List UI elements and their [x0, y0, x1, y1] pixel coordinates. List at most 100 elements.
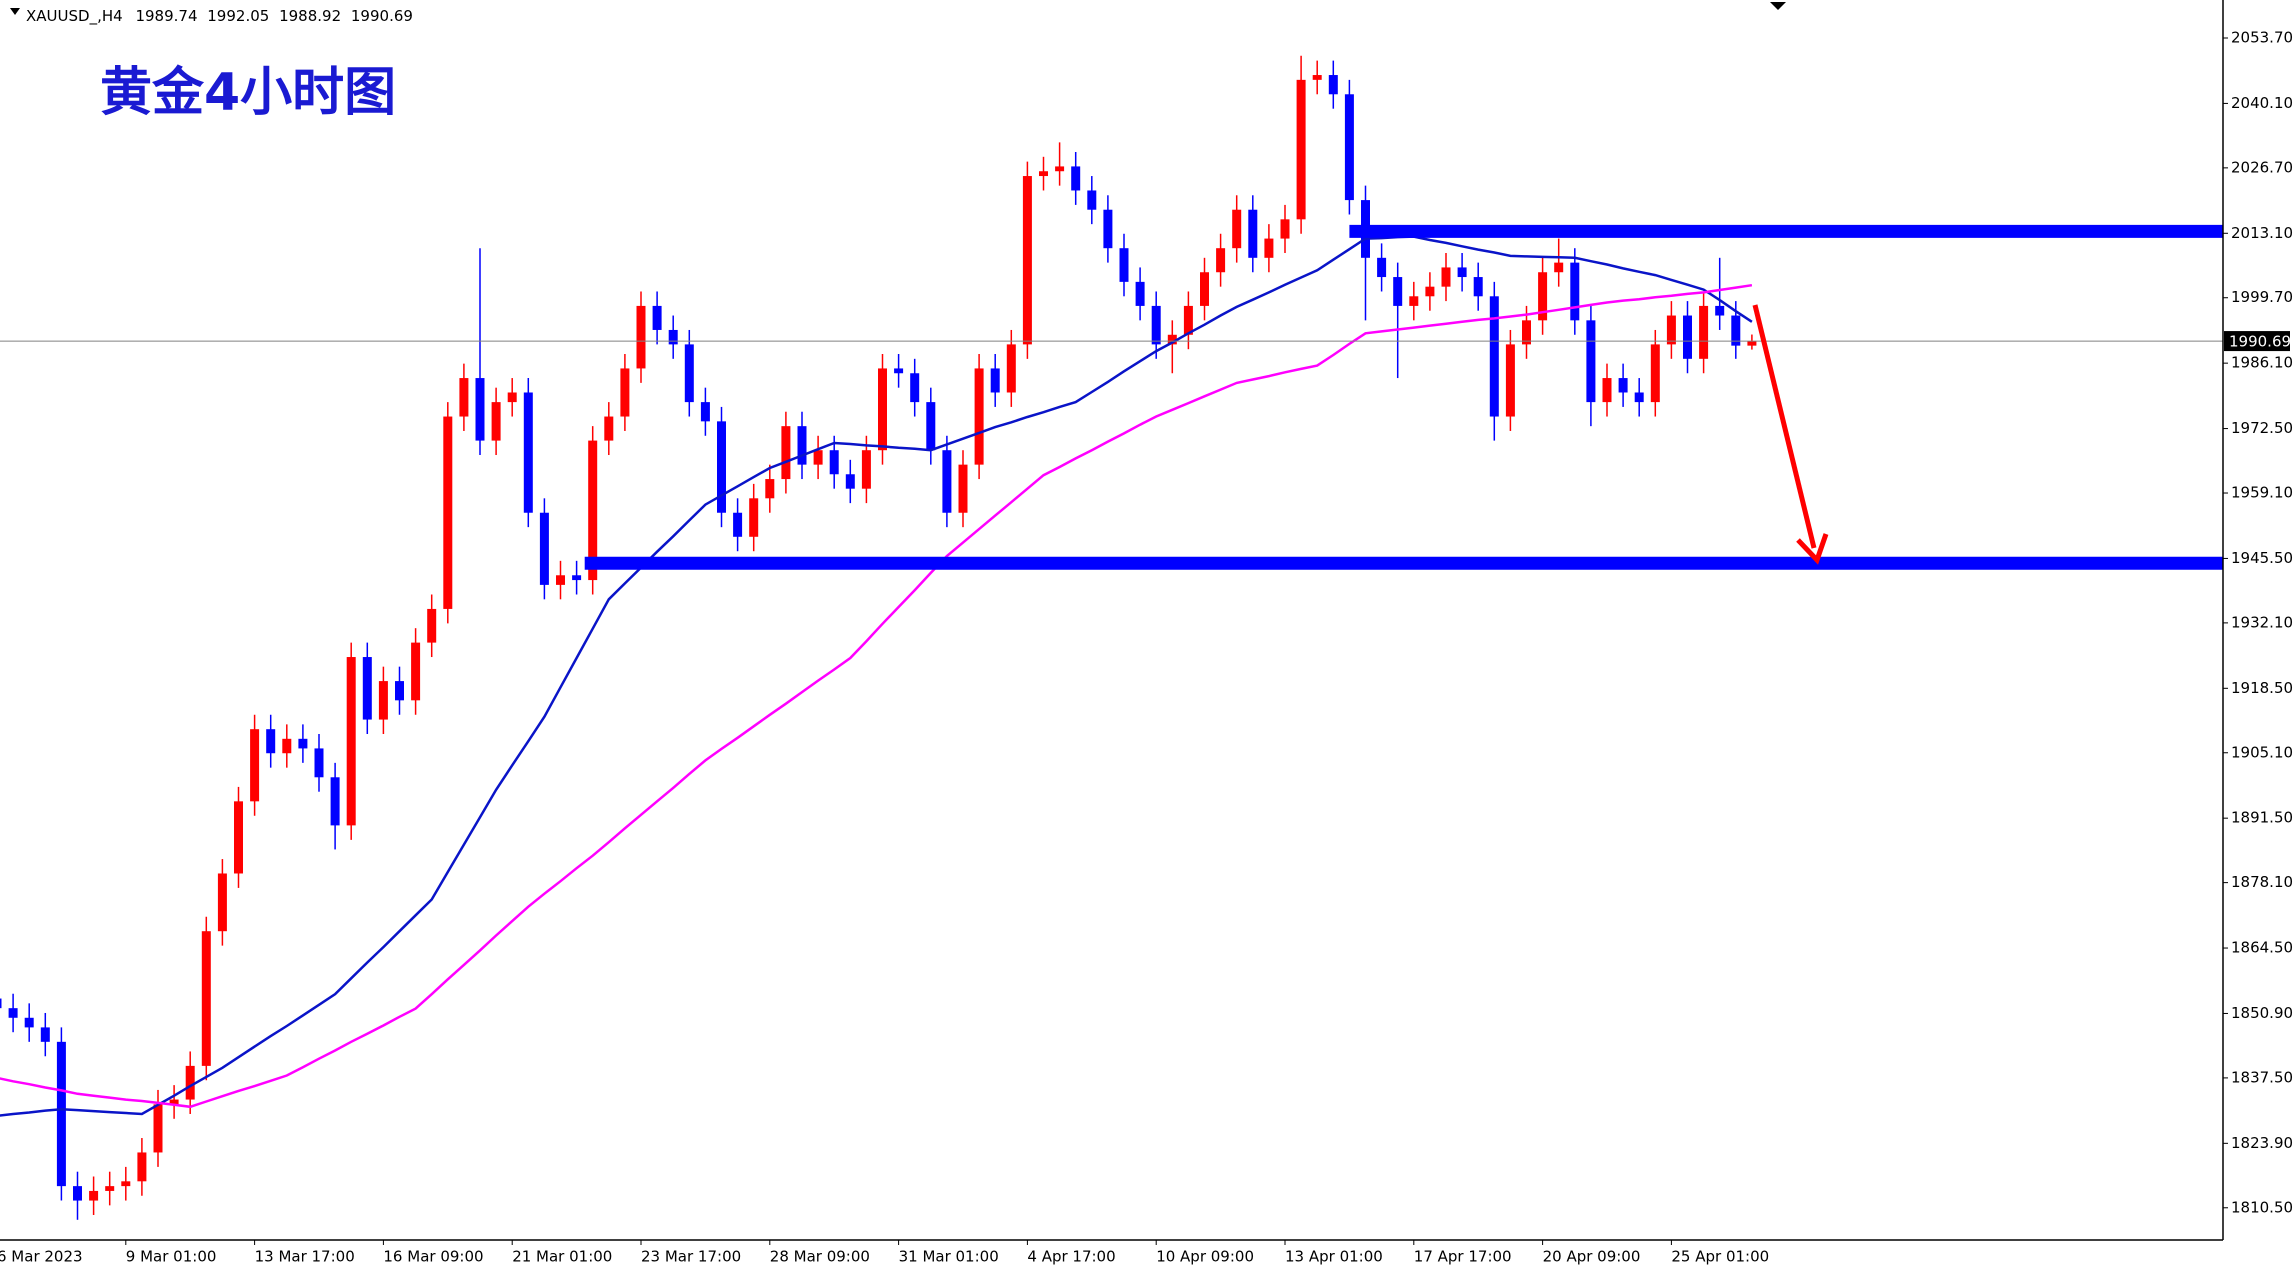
- candle-body: [1393, 277, 1403, 306]
- x-tick-label: 23 Mar 17:00: [641, 1248, 741, 1266]
- candle-body: [1618, 378, 1628, 393]
- candle-body: [1409, 296, 1419, 306]
- forecast-arrow-head: [1796, 533, 1829, 565]
- candle-body: [362, 657, 372, 720]
- candle-body: [314, 748, 324, 778]
- candle-body: [861, 450, 871, 489]
- candle-body: [1489, 296, 1499, 417]
- forecast-arrow: [1752, 304, 1817, 549]
- candle-body: [1071, 166, 1081, 191]
- symbol: XAUUSD_,H4: [26, 7, 123, 26]
- candle-body: [1344, 94, 1354, 201]
- candle-body: [266, 729, 276, 754]
- y-tick-label: 2040.10: [2231, 94, 2293, 112]
- candle-body: [24, 1017, 34, 1028]
- candle-body: [829, 450, 839, 475]
- x-tick-label: 17 Apr 17:00: [1414, 1248, 1512, 1266]
- candle-body: [443, 416, 453, 609]
- candle-body: [507, 392, 517, 403]
- x-tick-label: 4 Apr 17:00: [1027, 1248, 1115, 1266]
- x-tick-label: 6 Mar 2023: [0, 1248, 83, 1266]
- candle-body: [1522, 320, 1531, 345]
- candle-body: [217, 873, 227, 932]
- candle-body: [990, 368, 1000, 393]
- y-tick-label: 1918.50: [2231, 679, 2293, 697]
- candle-body: [1006, 344, 1016, 393]
- candle-body: [572, 575, 582, 581]
- moving-average: [0, 235, 1753, 1117]
- candle-body: [749, 498, 759, 537]
- y-tick-label: 1850.90: [2231, 1004, 2293, 1022]
- candle-body: [1538, 272, 1548, 321]
- moving-average: [0, 283, 1753, 1109]
- candle-body: [974, 368, 984, 465]
- candle-body: [1683, 315, 1692, 359]
- candle-body: [942, 450, 952, 513]
- candle-body: [1554, 262, 1564, 273]
- candle-body: [1264, 238, 1274, 258]
- y-tick-label: 1823.90: [2231, 1134, 2293, 1152]
- candle-body: [733, 512, 743, 537]
- candle-body: [845, 474, 855, 489]
- candle-body: [395, 681, 404, 701]
- candle-body: [1715, 305, 1725, 316]
- candle-body: [620, 368, 630, 417]
- candle-body: [958, 464, 968, 513]
- candle-body: [1505, 344, 1515, 417]
- last-low: 1988.92: [279, 7, 341, 25]
- candle-body: [1119, 248, 1129, 282]
- candle-body: [910, 373, 920, 403]
- chart-header: XAUUSD_,H4 1989.74 1992.05 1988.92 1990.…: [26, 7, 413, 26]
- candle-body: [475, 378, 485, 441]
- x-tick-label: 13 Mar 17:00: [255, 1248, 355, 1266]
- candle-body: [1602, 378, 1612, 403]
- candle-body: [1377, 257, 1387, 278]
- candle-body: [1280, 219, 1290, 239]
- candle-body: [1634, 392, 1644, 403]
- candle-body: [717, 421, 726, 513]
- x-tick-label: 20 Apr 09:00: [1543, 1248, 1641, 1266]
- candle-body: [878, 368, 887, 451]
- candle-body: [40, 1027, 50, 1042]
- candle-body: [636, 305, 646, 369]
- y-tick-label: 2053.70: [2231, 28, 2293, 46]
- candle-body: [894, 368, 904, 374]
- y-tick-label: 1932.10: [2231, 613, 2293, 631]
- candle-body: [700, 402, 710, 422]
- shift-marker: [1770, 2, 1786, 10]
- candle-body: [1200, 272, 1209, 306]
- y-tick-label: 2013.10: [2231, 224, 2293, 242]
- candle-body: [813, 450, 823, 465]
- candle-body: [346, 657, 356, 826]
- x-tick-label: 25 Apr 01:00: [1671, 1248, 1769, 1266]
- y-tick-label: 1905.10: [2231, 743, 2293, 761]
- current-price-box: [2224, 331, 2290, 352]
- candle-body: [1312, 75, 1322, 80]
- candle-body: [765, 479, 775, 499]
- y-tick-label: 2026.70: [2231, 158, 2293, 176]
- candle-body: [604, 416, 614, 441]
- candle-body: [459, 378, 469, 417]
- chart-title: 黄金4小时图: [100, 63, 396, 123]
- y-tick-label: 1972.50: [2231, 419, 2293, 437]
- y-tick-label: 1959.10: [2231, 484, 2293, 502]
- x-tick-label: 21 Mar 01:00: [512, 1248, 612, 1266]
- candle-body: [185, 1065, 195, 1100]
- candle-body: [1586, 320, 1596, 403]
- candle-body: [926, 402, 936, 451]
- candle-body: [781, 426, 791, 480]
- candle-body: [250, 729, 260, 802]
- x-tick-label: 16 Mar 09:00: [383, 1248, 483, 1266]
- y-tick-label: 1945.50: [2231, 549, 2293, 567]
- candle-body: [1151, 305, 1161, 345]
- candle-body: [1570, 262, 1580, 321]
- candle-body: [797, 426, 807, 465]
- x-tick-label: 28 Mar 09:00: [770, 1248, 870, 1266]
- candle-body: [137, 1152, 147, 1182]
- candle-body: [1296, 79, 1306, 220]
- candle-body: [427, 608, 437, 643]
- candle-body: [378, 681, 388, 720]
